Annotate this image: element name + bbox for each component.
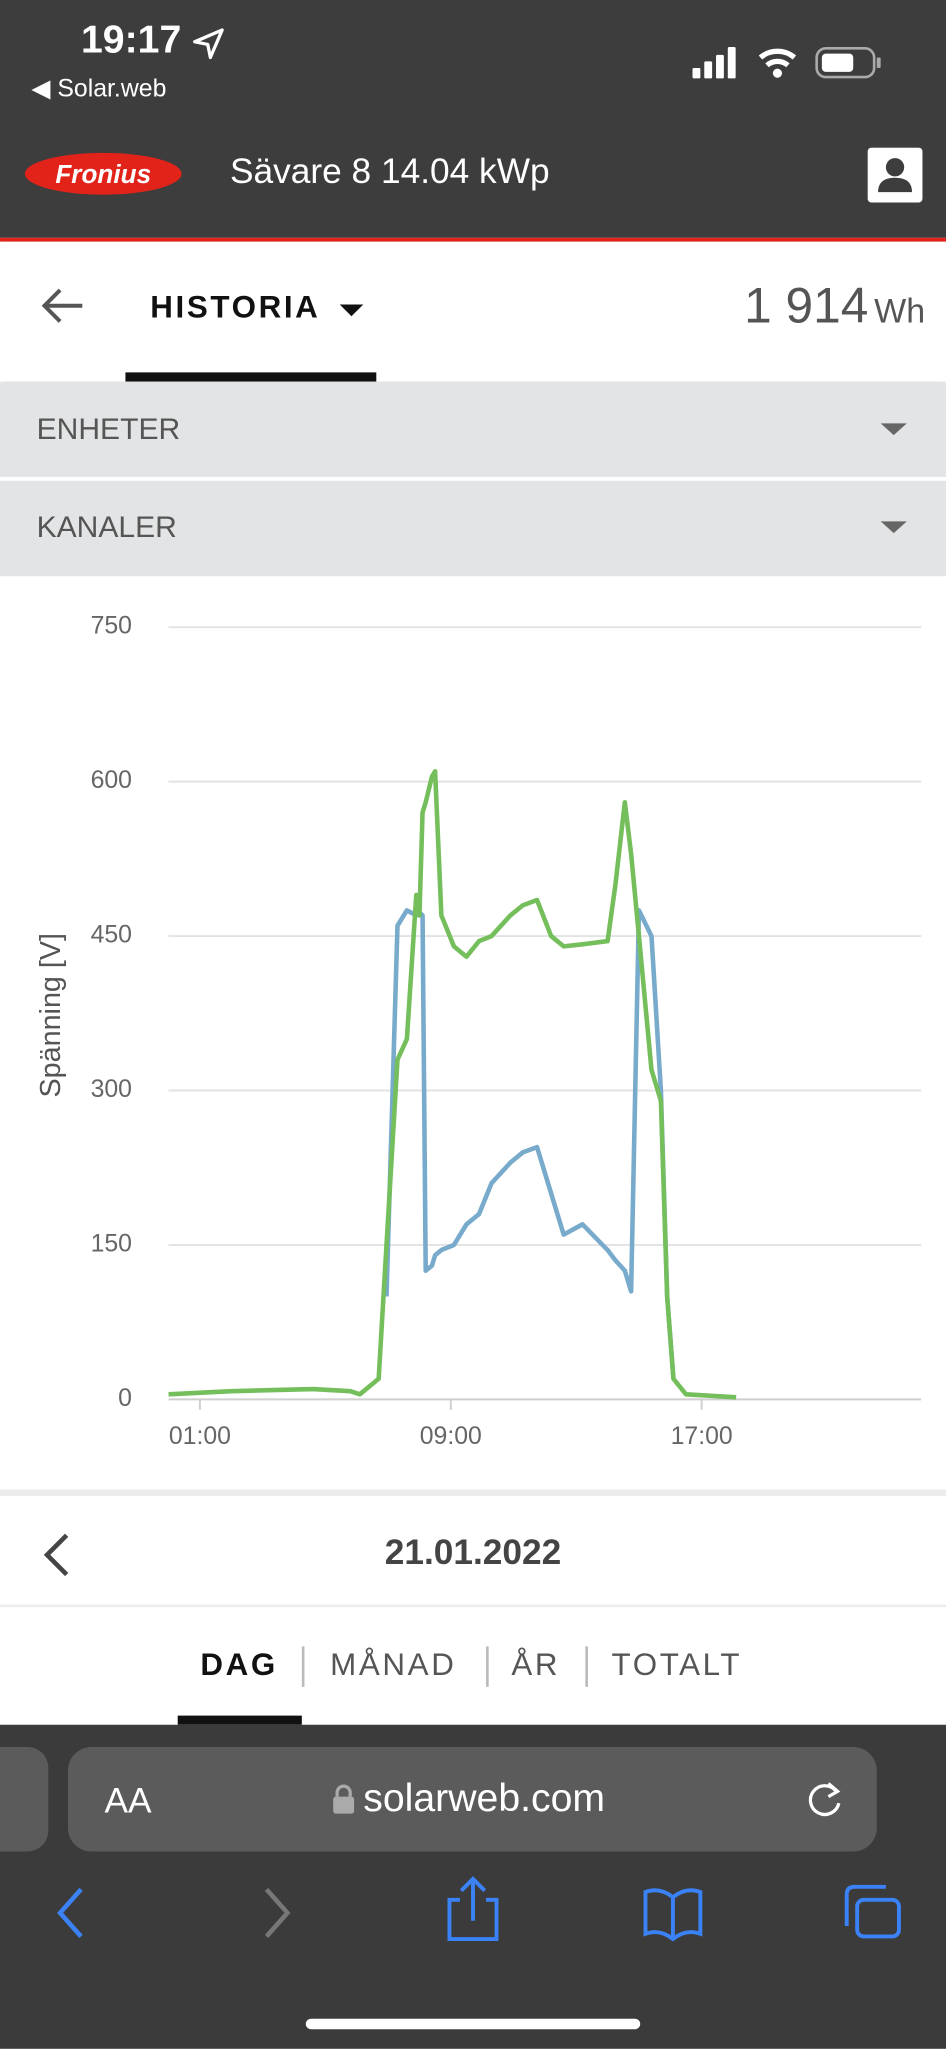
home-indicator	[305, 2018, 641, 2030]
reload-button[interactable]	[802, 1778, 846, 1822]
app-header	[0, 0, 946, 238]
header-accent	[0, 237, 946, 242]
y-tick-label: 450	[91, 922, 132, 949]
y-tick-label: 750	[91, 613, 132, 640]
filter-label[interactable]: ENHETER	[36, 411, 181, 446]
lock-icon	[333, 1784, 355, 1814]
address-bar[interactable]	[67, 1746, 877, 1852]
fronius-logo: Fronius	[24, 152, 182, 195]
period-underline	[177, 1715, 302, 1725]
location-icon	[193, 28, 224, 60]
energy-unit: Wh	[874, 291, 926, 331]
previous-tab-preview[interactable]	[0, 1746, 49, 1852]
y-axis-label: Spänning [V]	[35, 933, 67, 1098]
tab-underline	[125, 372, 377, 382]
y-tick-label: 600	[91, 767, 132, 794]
x-tick-label: 09:00	[420, 1423, 482, 1450]
browser-nav	[57, 1876, 901, 1942]
divider	[0, 1604, 946, 1608]
browser-back[interactable]	[57, 1887, 83, 1938]
history-menu[interactable]: HISTORIA	[150, 290, 320, 327]
x-tick-label: 01:00	[169, 1423, 231, 1450]
url-text[interactable]: solarweb.com	[363, 1777, 606, 1821]
filter-caret	[880, 521, 907, 534]
tabs-button[interactable]	[844, 1884, 901, 1939]
back-to-app[interactable]: ◀ Solar.web	[31, 75, 167, 104]
filter-label[interactable]: KANALER	[36, 509, 177, 544]
profile-button[interactable]	[867, 147, 923, 203]
status-time: 19:17	[81, 18, 182, 62]
energy-total: 1 914 Wh	[744, 280, 925, 336]
chart: Spänning [V] 0 150 300 450 600 750 01:00 09:00 1…	[35, 613, 922, 1450]
filter-channels[interactable]: KANALER	[0, 480, 946, 577]
y-tick-label: 300	[91, 1076, 132, 1103]
date-label: 21.01.2022	[384, 1532, 562, 1572]
tab-separator	[486, 1646, 489, 1687]
tab-separator	[585, 1646, 588, 1687]
period-tab[interactable]: DAG	[200, 1647, 278, 1683]
tab-separator	[301, 1646, 305, 1687]
series-line	[168, 769, 737, 1400]
back-app-name[interactable]: Solar.web	[57, 75, 167, 104]
plant-title: Sävare 8 14.04 kWp	[229, 151, 550, 191]
x-tick-label: 17:00	[671, 1423, 733, 1450]
period-tab[interactable]: TOTALT	[611, 1647, 743, 1683]
period-tab[interactable]: MÅNAD	[330, 1647, 457, 1683]
browser-forward[interactable]	[264, 1887, 291, 1938]
status-icons	[692, 47, 881, 79]
logo-text: Fronius	[55, 159, 151, 189]
tab-bar	[0, 241, 946, 382]
history-caret	[339, 304, 364, 317]
bookmarks-button[interactable]	[643, 1888, 703, 1942]
back-button[interactable]	[39, 285, 86, 327]
series-line	[384, 908, 676, 1379]
y-tick-label: 0	[118, 1385, 132, 1412]
filter-caret	[880, 423, 907, 436]
share-button[interactable]	[447, 1876, 499, 1941]
divider	[0, 1489, 946, 1497]
energy-value: 1 914	[744, 279, 869, 335]
filter-devices[interactable]: ENHETER	[0, 382, 946, 477]
y-tick-label: 150	[91, 1231, 132, 1258]
text-size-button[interactable]: AA	[104, 1780, 152, 1821]
previous-date[interactable]	[39, 1531, 73, 1578]
period-tab[interactable]: ÅR	[511, 1647, 561, 1683]
history-label[interactable]: HISTORIA	[150, 290, 321, 326]
